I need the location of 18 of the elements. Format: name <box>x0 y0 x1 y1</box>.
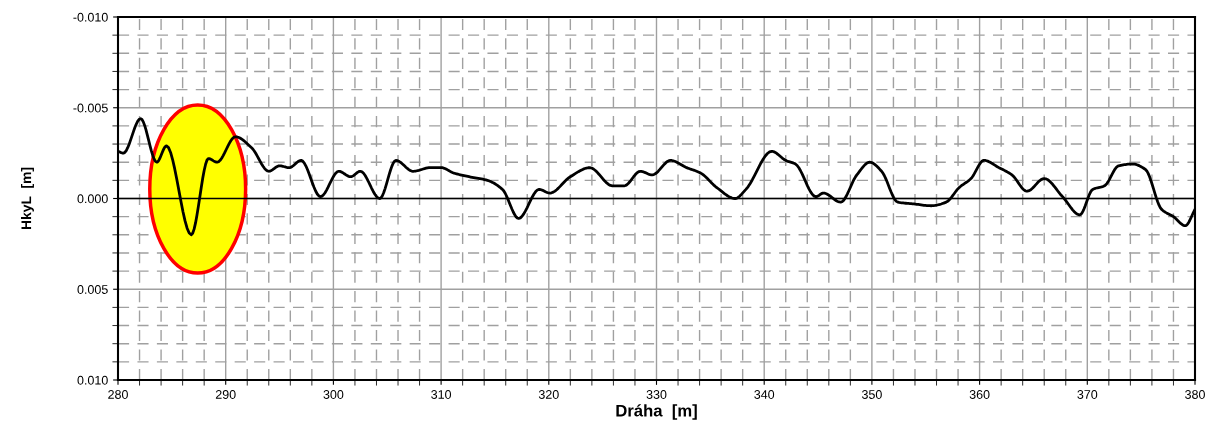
y-axis-title: HkyL [m] <box>21 167 34 230</box>
y-tick-label: -0.010 <box>73 12 108 22</box>
x-tick-label: 370 <box>1077 390 1098 399</box>
x-tick-label: 290 <box>215 390 236 399</box>
y-tick-label: 0.000 <box>77 194 108 204</box>
y-tick-label: -0.005 <box>73 103 108 113</box>
x-tick-label: 310 <box>431 390 452 399</box>
x-tick-label: 320 <box>538 390 559 399</box>
y-tick-label: 0.005 <box>77 285 108 294</box>
x-tick-label: 380 <box>1185 390 1205 399</box>
x-tick-label: 350 <box>861 390 882 399</box>
x-tick-label: 330 <box>646 390 667 399</box>
x-tick-label: 360 <box>969 390 990 399</box>
x-axis-title: Dráha [m] <box>616 404 697 420</box>
x-tick-label: 280 <box>108 390 128 399</box>
x-tick-label: 300 <box>323 390 344 399</box>
x-tick-label: 340 <box>754 390 775 399</box>
y-tick-label: 0.010 <box>77 375 108 385</box>
